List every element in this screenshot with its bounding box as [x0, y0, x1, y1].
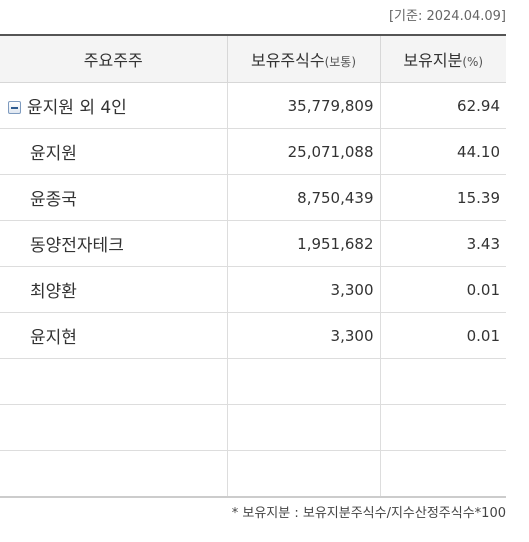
- major-shareholders-table: 주요주주 보유주식수(보통) 보유지분(%) 윤지원 외 4인 35,779,8…: [0, 34, 506, 498]
- minus-collapse-icon[interactable]: [8, 101, 21, 114]
- header-holder: 주요주주: [0, 35, 227, 83]
- shares-cell: 3,300: [226, 266, 380, 313]
- header-shares-unit: (보통): [324, 55, 357, 69]
- ratio-cell: 15.39: [379, 174, 506, 221]
- holder-name-group: 윤지원 외 4인: [0, 82, 227, 129]
- empty-cell: [379, 450, 506, 497]
- table-row: 윤종국 8,750,439 15.39: [0, 174, 506, 221]
- shares-cell: 1,951,682: [226, 220, 380, 267]
- holder-name: 윤지원: [0, 128, 227, 175]
- ratio-cell: 62.94: [379, 82, 506, 129]
- shares-cell: 8,750,439: [226, 174, 380, 221]
- empty-cell: [226, 358, 380, 405]
- table-row-empty: [0, 358, 506, 405]
- ratio-footnote: * 보유지분 : 보유지분주식수/지수산정주식수*100: [231, 506, 506, 521]
- shares-cell: 35,779,809: [226, 82, 380, 129]
- reference-date: [기준: 2024.04.09]: [388, 9, 506, 24]
- header-ratio: 보유지분(%): [379, 35, 506, 83]
- empty-cell: [0, 451, 227, 498]
- holder-name: 윤지현: [0, 312, 227, 359]
- header-ratio-unit: (%): [462, 55, 484, 69]
- empty-cell: [379, 404, 506, 451]
- empty-cell: [226, 404, 380, 451]
- ratio-cell: 0.01: [379, 266, 506, 313]
- holder-name: 윤종국: [0, 174, 227, 221]
- ratio-cell: 44.10: [379, 128, 506, 175]
- table-row: 동양전자테크 1,951,682 3.43: [0, 220, 506, 267]
- shares-cell: 3,300: [226, 312, 380, 359]
- table-row-empty: [0, 404, 506, 451]
- ratio-cell: 3.43: [379, 220, 506, 267]
- shares-cell: 25,071,088: [226, 128, 380, 175]
- holder-name: 동양전자테크: [0, 220, 227, 267]
- table-header-row: 주요주주 보유주식수(보통) 보유지분(%): [0, 35, 506, 83]
- table-row: 윤지원 25,071,088 44.10: [0, 128, 506, 175]
- table-row: 최양환 3,300 0.01: [0, 266, 506, 313]
- table-row-empty: [0, 450, 506, 498]
- empty-cell: [226, 450, 380, 497]
- table-row-group: 윤지원 외 4인 35,779,809 62.94: [0, 82, 506, 129]
- ratio-cell: 0.01: [379, 312, 506, 359]
- holder-name: 최양환: [0, 266, 227, 313]
- table-row: 윤지현 3,300 0.01: [0, 312, 506, 359]
- empty-cell: [0, 358, 227, 405]
- header-shares: 보유주식수(보통): [226, 35, 380, 83]
- empty-cell: [379, 358, 506, 405]
- empty-cell: [0, 404, 227, 451]
